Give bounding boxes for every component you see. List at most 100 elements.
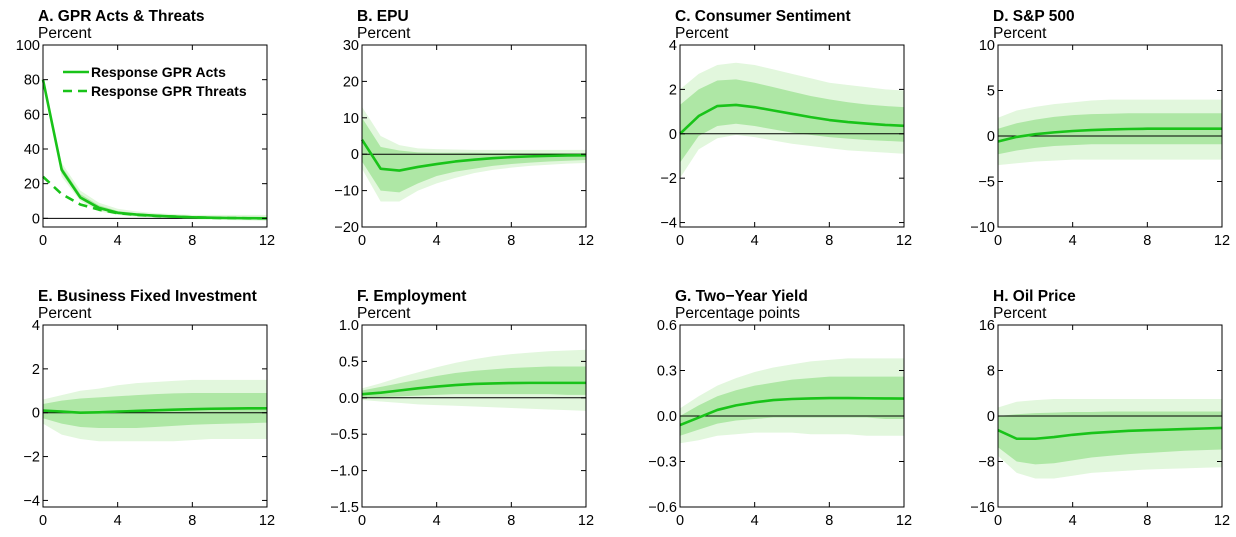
panel-subtitle: Percent [357, 305, 411, 322]
series-line-1 [360, 138, 587, 172]
x-tick-label: 12 [1214, 513, 1230, 529]
x-tick-label: 12 [1214, 233, 1230, 249]
confidence-band-inner [680, 376, 904, 436]
y-tick-label: −10 [334, 184, 359, 200]
x-tick-label: 0 [39, 513, 47, 529]
y-tick-label: −16 [970, 500, 995, 516]
x-tick-label: 0 [676, 513, 684, 529]
x-tick-label: 8 [188, 233, 196, 249]
panel-title: B. EPU [357, 8, 409, 25]
confidence-band-inner [998, 113, 1222, 155]
confidence-band-outer [43, 79, 267, 221]
x-tick-label: 4 [751, 513, 759, 529]
legend-label-2: Response GPR Threats [91, 83, 247, 99]
panel-f: −1.5 −1.0 −0.5 0.0 0.5 1.0 0 4 8 12 F. EmploymentP… [330, 288, 594, 529]
y-tick-label: 10 [979, 38, 995, 54]
x-tick-label: 0 [994, 233, 1002, 249]
y-tick-label: −4 [23, 493, 40, 509]
confidence-band-inner [362, 117, 586, 193]
y-tick-label: 0.5 [339, 354, 359, 370]
panel-a: 0 20 40 60 80 100 0 4 8 12 A. GPR Acts & ThreatsPe… [16, 8, 275, 249]
plot-frame [361, 324, 587, 508]
y-tick-label: −0.3 [648, 455, 677, 471]
series-line-2 [42, 175, 267, 220]
y-tick-label: 80 [24, 73, 40, 89]
x-tick-label: 0 [39, 233, 47, 249]
panel-title: E. Business Fixed Investment [38, 288, 257, 305]
x-tick-label: 4 [751, 233, 759, 249]
series-line-1 [679, 103, 905, 135]
y-tick-label: 0.0 [339, 391, 359, 407]
y-tick-label: 100 [16, 38, 40, 54]
panel-title: C. Consumer Sentiment [675, 8, 851, 25]
y-tick-label: −5 [978, 175, 995, 191]
x-tick-label: 4 [114, 513, 122, 529]
y-tick-label: −1.5 [330, 500, 359, 516]
x-tick-label: 8 [507, 513, 515, 529]
x-tick-label: 4 [114, 233, 122, 249]
panel-g: −0.6 −0.3 0.0 0.3 0.6 0 4 8 12 G. Two−Year YieldP… [648, 288, 912, 529]
panel-subtitle: Percentage points [675, 305, 800, 322]
series-line-1 [361, 381, 586, 396]
confidence-band-inner [998, 411, 1222, 465]
y-tick-label: 0 [987, 409, 995, 425]
series-line-1 [42, 407, 267, 415]
y-tick-label: 20 [343, 74, 359, 90]
y-tick-label: 0.3 [657, 364, 677, 380]
y-tick-label: 30 [343, 38, 359, 54]
y-tick-label: 0.0 [657, 409, 677, 425]
panel-title: A. GPR Acts & Threats [38, 8, 205, 25]
y-tick-label: −1.0 [330, 464, 359, 480]
y-tick-label: 0 [351, 147, 359, 163]
plot-frame [361, 44, 587, 228]
x-tick-label: 12 [259, 233, 275, 249]
panel-subtitle: Percent [675, 25, 729, 42]
y-tick-label: 0 [32, 211, 40, 227]
x-tick-label: 0 [358, 233, 366, 249]
x-tick-label: 8 [507, 233, 515, 249]
y-tick-label: 2 [669, 82, 677, 98]
plot-frame [679, 44, 905, 228]
y-tick-label: 8 [987, 364, 995, 380]
y-tick-label: 4 [32, 318, 40, 334]
y-tick-label: −2 [23, 450, 40, 466]
y-tick-label: 5 [987, 84, 995, 100]
panel-title: D. S&P 500 [993, 8, 1075, 25]
y-tick-label: 10 [343, 111, 359, 127]
panel-subtitle: Percent [993, 25, 1047, 42]
panel-title: H. Oil Price [993, 288, 1076, 305]
y-tick-label: 0.6 [657, 318, 677, 334]
x-tick-label: 4 [1069, 233, 1077, 249]
x-tick-label: 4 [433, 233, 441, 249]
x-tick-label: 0 [994, 513, 1002, 529]
y-tick-label: 4 [669, 38, 677, 54]
y-tick-label: −4 [660, 216, 677, 232]
y-tick-label: 0 [987, 129, 995, 145]
x-tick-label: 12 [259, 513, 275, 529]
plot-frame [42, 324, 268, 508]
x-tick-label: 8 [188, 513, 196, 529]
confidence-band-inner [680, 79, 904, 163]
x-tick-label: 12 [578, 233, 594, 249]
y-tick-label: −10 [970, 220, 995, 236]
panel-title: G. Two−Year Yield [675, 288, 808, 305]
y-tick-label: −2 [660, 171, 677, 187]
y-tick-label: −20 [334, 220, 359, 236]
panel-title: F. Employment [357, 288, 466, 305]
panel-subtitle: Percent [993, 305, 1047, 322]
y-tick-label: 1.0 [339, 318, 359, 334]
confidence-band-inner [362, 366, 586, 398]
x-tick-label: 8 [1143, 233, 1151, 249]
series-line-1 [679, 396, 905, 427]
panel-e: −4 −2 0 2 4 0 4 8 12 E. Business Fixed Investment… [23, 288, 275, 529]
y-tick-label: 2 [32, 362, 40, 378]
x-tick-label: 4 [1069, 513, 1077, 529]
y-tick-label: 0 [669, 127, 677, 143]
series-line-1 [997, 426, 1223, 441]
x-tick-label: 12 [896, 233, 912, 249]
x-tick-label: 8 [825, 513, 833, 529]
